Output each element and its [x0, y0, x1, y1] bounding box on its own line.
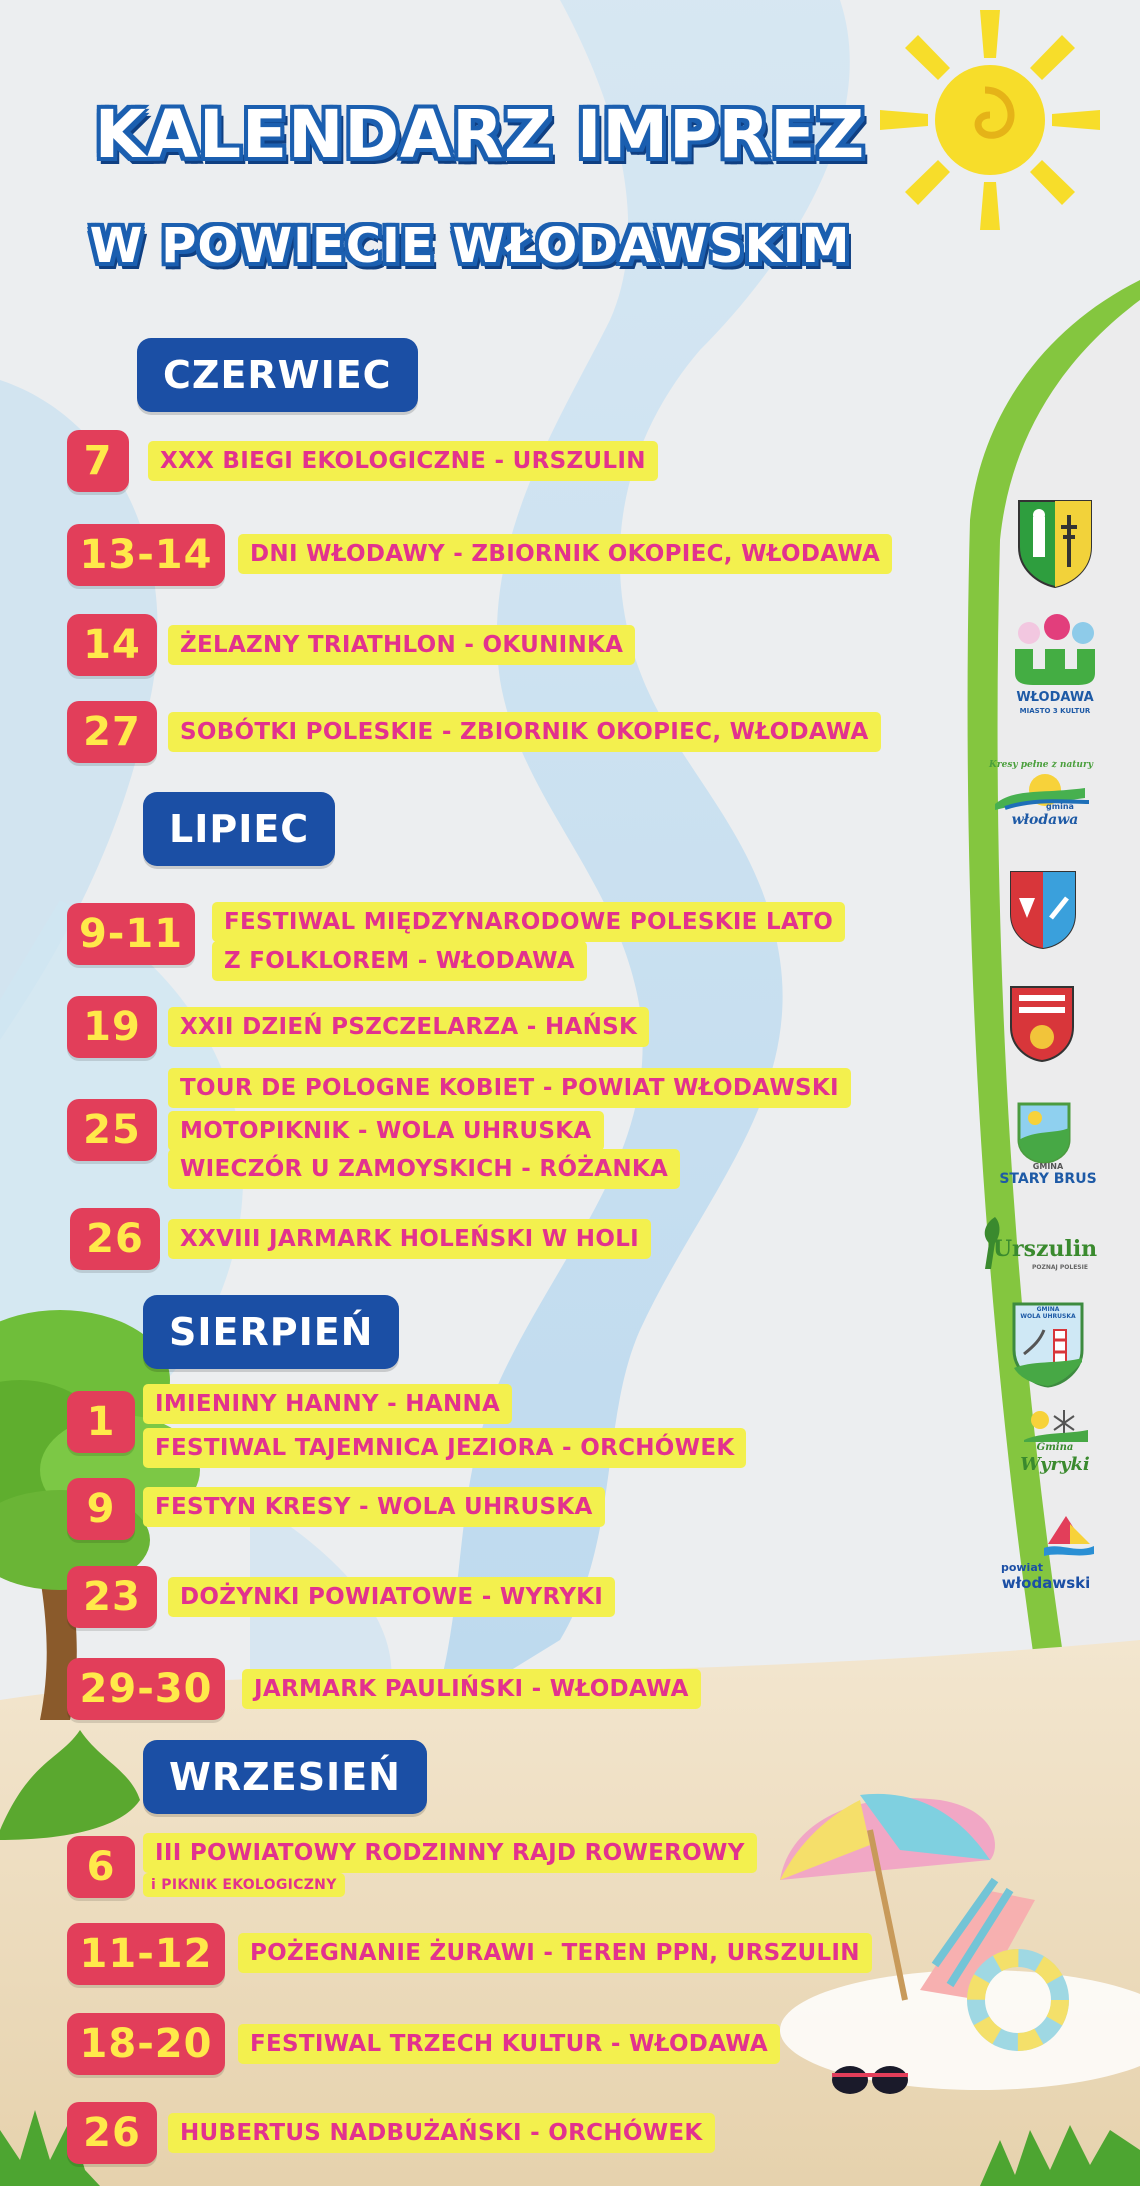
event-date: 1 [67, 1391, 135, 1453]
page-title: KALENDARZ IMPREZ [94, 96, 866, 173]
sponsor-name: włodawa [1011, 812, 1079, 828]
event-title: SOBÓTKI POLESKIE - ZBIORNIK OKOPIEC, WŁO… [168, 712, 881, 752]
event-title: FESTYN KRESY - WOLA UHRUSKA [143, 1487, 605, 1527]
event-date: 25 [67, 1099, 157, 1161]
urszulin-crane-icon [984, 1217, 1000, 1269]
sponsor-subtitle: gmina [1046, 802, 1074, 811]
powiat-logo-icon [1044, 1516, 1094, 1556]
event-date: 27 [67, 701, 157, 763]
stary-brus-logo-icon [1017, 1102, 1071, 1164]
event-date: 18-20 [67, 2013, 225, 2075]
sponsor-subtitle: MIASTO 3 KULTUR [1019, 707, 1091, 715]
event-title: ŻELAZNY TRIATHLON - OKUNINKA [168, 625, 636, 665]
event-title: XXX BIEGI EKOLOGICZNE - URSZULIN [148, 441, 658, 481]
event-date: 7 [67, 430, 129, 492]
coat-of-arms-icon [1010, 871, 1076, 950]
event-title: XXII DZIEŃ PSZCZELARZA - HAŃSK [168, 1007, 650, 1047]
coat-of-arms-icon [1010, 986, 1074, 1063]
sponsor-subtitle: powiat [1000, 1561, 1044, 1574]
event-date: 11-12 [67, 1923, 225, 1985]
event-title: FESTIWAL TRZECH KULTUR - WŁODAWA [238, 2024, 781, 2064]
sponsor-name: WŁODAWA [1016, 690, 1094, 705]
event-title: POŻEGNANIE ŻURAWI - TEREN PPN, URSZULIN [238, 1933, 872, 1973]
page-subtitle: W POWIECIE WŁODAWSKIM [89, 218, 851, 274]
event-date: 9 [67, 1478, 135, 1540]
event-date: 19 [67, 996, 157, 1058]
wyryki-logo-icon [1024, 1410, 1088, 1442]
event-date: 23 [67, 1566, 157, 1628]
event-title: DNI WŁODAWY - ZBIORNIK OKOPIEC, WŁODAWA [238, 534, 893, 574]
event-title: FESTIWAL MIĘDZYNARODOWE POLESKIE LATO [212, 902, 846, 942]
event-title: HUBERTUS NADBUŻAŃSKI - ORCHÓWEK [168, 2113, 715, 2153]
sponsor-name: STARY BRUS [999, 1171, 1097, 1187]
event-title: III POWIATOWY RODZINNY RAJD ROWEROWY [143, 1833, 757, 1873]
event-date: 13-14 [67, 524, 225, 586]
sponsor-name: Wyryki [1020, 1454, 1090, 1475]
event-date: 9-11 [67, 903, 195, 965]
event-title-cont: WIECZÓR U ZAMOYSKICH - RÓŻANKA [168, 1149, 681, 1189]
sponsor-name: WOLA UHRUSKA [1020, 1313, 1076, 1320]
event-title: TOUR DE POLOGNE KOBIET - POWIAT WŁODAWSK… [168, 1068, 851, 1108]
coat-of-arms-icon [1018, 500, 1092, 589]
event-title-cont: Z FOLKLOREM - WŁODAWA [212, 941, 587, 981]
event-title: IMIENINY HANNY - HANNA [143, 1384, 513, 1424]
sponsor-subtitle: GMINA [1036, 1306, 1060, 1313]
gmina-wlodawa-logo-icon [995, 774, 1090, 810]
sponsor-subtitle: Gmina [1036, 1442, 1074, 1453]
sponsor-name: włodawski [1001, 1574, 1091, 1592]
event-title-cont: FESTIWAL TAJEMNICA JEZIORA - ORCHÓWEK [143, 1428, 747, 1468]
sponsor-slogan: Kresy pełne z natury [989, 760, 1093, 770]
event-date: 6 [67, 1836, 135, 1898]
month-header: LIPIEC [143, 792, 336, 866]
event-date: 26 [70, 1208, 160, 1270]
event-title: JARMARK PAULIŃSKI - WŁODAWA [242, 1669, 701, 1709]
event-title-cont: i PIKNIK EKOLOGICZNY [143, 1873, 345, 1897]
event-title: XXVIII JARMARK HOLEŃSKI W HOLI [168, 1219, 652, 1259]
sponsor-subtitle: POZNAJ POLESIE [1032, 1264, 1088, 1271]
event-date: 26 [67, 2102, 157, 2164]
sponsor-name: Urszulin [992, 1236, 1098, 1262]
event-title-cont: MOTOPIKNIK - WOLA UHRUSKA [168, 1111, 604, 1151]
month-header: CZERWIEC [137, 338, 418, 412]
event-date: 29-30 [67, 1658, 225, 1720]
event-title: DOŻYNKI POWIATOWE - WYRYKI [168, 1577, 616, 1617]
event-date: 14 [67, 614, 157, 676]
wlodawa-logo-icon [1015, 614, 1095, 685]
month-header: SIERPIEŃ [143, 1295, 400, 1369]
coat-of-arms-icon [1012, 1302, 1084, 1388]
sponsor-subtitle: GMINA [1032, 1162, 1064, 1171]
month-header: WRZESIEŃ [143, 1740, 427, 1814]
